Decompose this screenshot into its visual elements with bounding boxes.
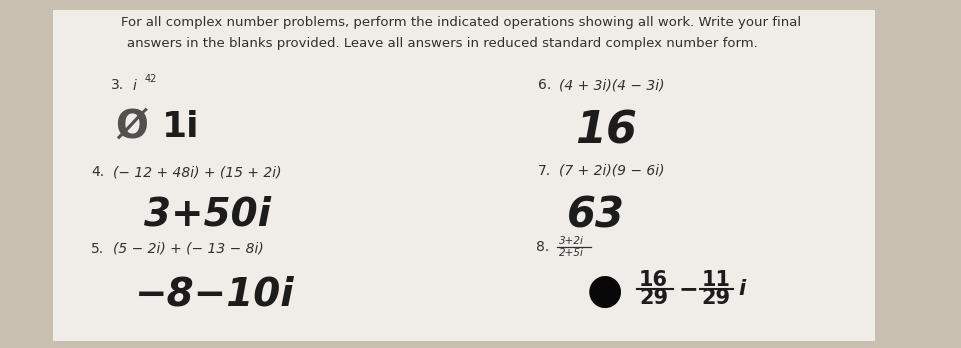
Text: 5.: 5. xyxy=(91,242,105,256)
Text: 63: 63 xyxy=(567,195,625,237)
Text: 11: 11 xyxy=(702,270,730,290)
FancyBboxPatch shape xyxy=(53,10,875,341)
Text: answers in the blanks provided. Leave all answers in reduced standard complex nu: answers in the blanks provided. Leave al… xyxy=(127,37,757,49)
Text: i: i xyxy=(133,79,136,93)
Text: −: − xyxy=(678,277,699,301)
Text: ●: ● xyxy=(587,270,624,311)
Text: (5 − 2i) + (− 13 − 8i): (5 − 2i) + (− 13 − 8i) xyxy=(113,242,264,256)
Text: 29: 29 xyxy=(639,287,668,308)
Text: 29: 29 xyxy=(702,287,730,308)
Text: Ø: Ø xyxy=(115,108,148,146)
Text: 2+5i: 2+5i xyxy=(559,248,584,258)
Text: 8.: 8. xyxy=(536,240,550,254)
Text: 16: 16 xyxy=(639,270,668,290)
Text: 4.: 4. xyxy=(91,165,105,179)
Text: i: i xyxy=(738,279,745,299)
Text: 6.: 6. xyxy=(538,78,552,92)
Text: (7 + 2i)(9 − 6i): (7 + 2i)(9 − 6i) xyxy=(559,164,665,177)
Text: 3+50i: 3+50i xyxy=(144,195,271,233)
Text: 7.: 7. xyxy=(538,164,552,177)
Text: 3+2i: 3+2i xyxy=(559,236,584,246)
Text: 16: 16 xyxy=(575,109,637,152)
Text: 3.: 3. xyxy=(111,78,124,92)
Text: 1i: 1i xyxy=(161,110,199,144)
Text: 42: 42 xyxy=(144,74,157,84)
Text: (− 12 + 48i) + (15 + 2i): (− 12 + 48i) + (15 + 2i) xyxy=(113,165,282,179)
Text: (4 + 3i)(4 − 3i): (4 + 3i)(4 − 3i) xyxy=(559,78,665,92)
Text: For all complex number problems, perform the indicated operations showing all wo: For all complex number problems, perform… xyxy=(121,16,801,29)
Text: −8−10i: −8−10i xyxy=(135,275,294,313)
